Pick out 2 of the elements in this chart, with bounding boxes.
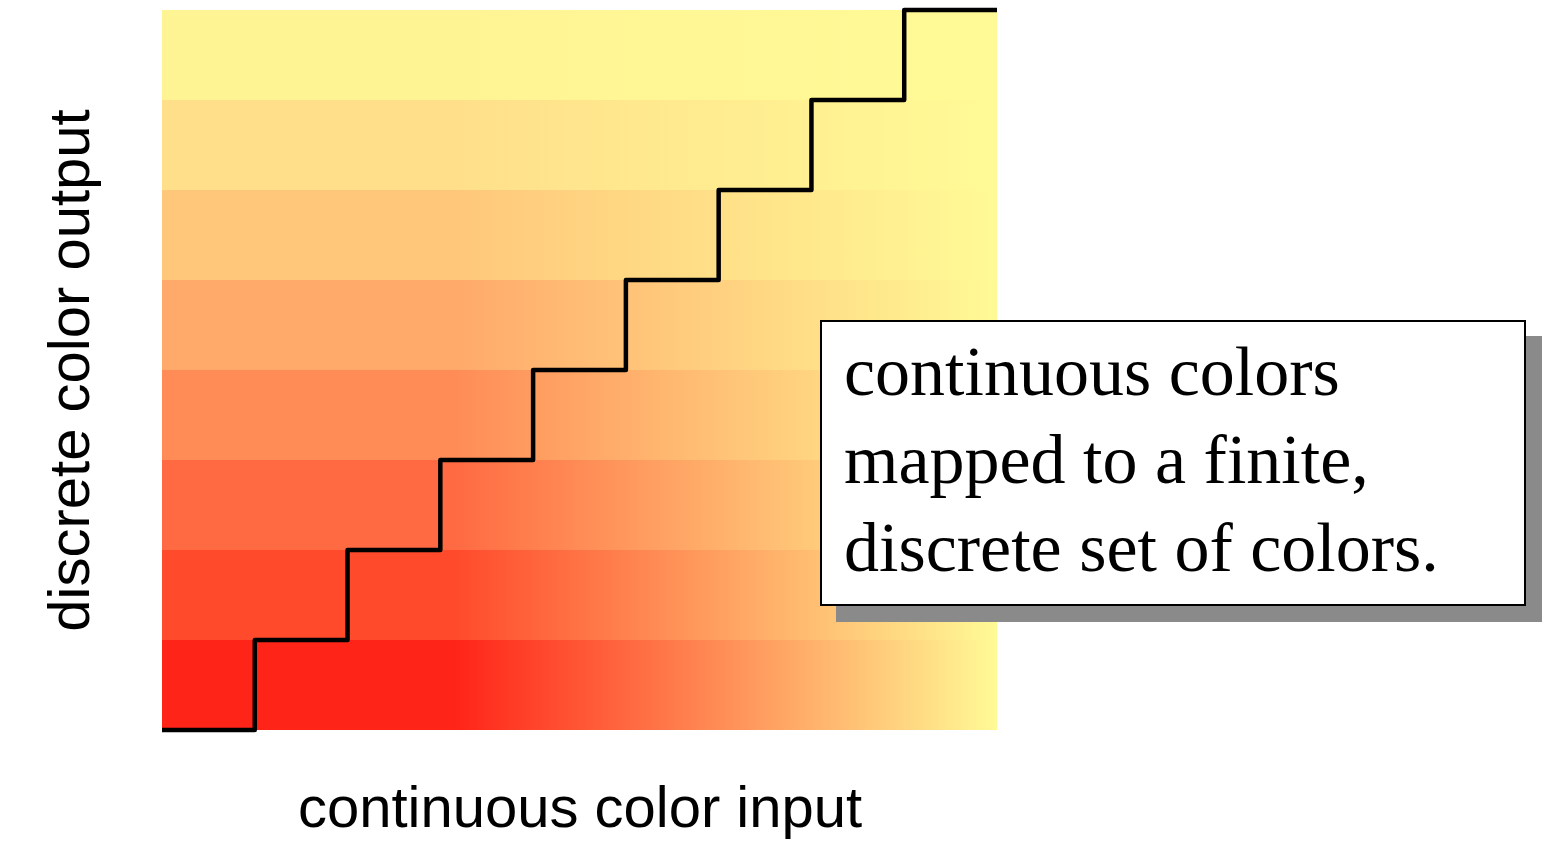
y-axis-title: discrete color output: [35, 109, 101, 632]
x-axis-title: continuous color input: [297, 773, 863, 839]
